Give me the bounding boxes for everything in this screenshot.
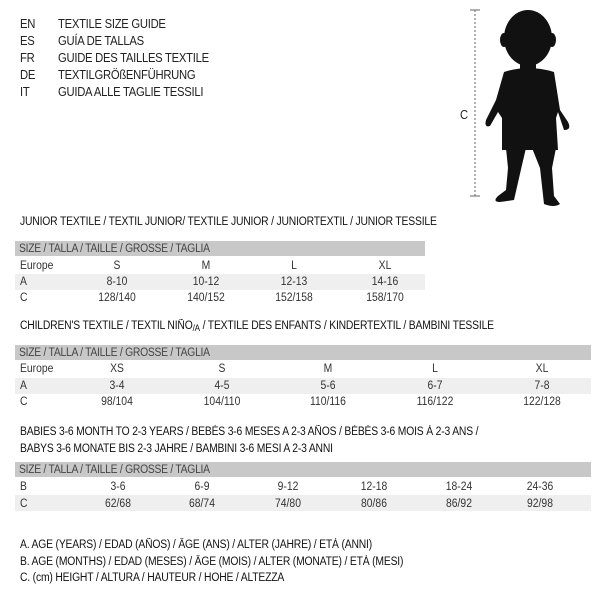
table-cell: 24-36	[526, 481, 554, 493]
table-cell: 3-6	[110, 481, 126, 493]
lang-title: GUIDE DES TAILLES TEXTILE	[58, 51, 209, 65]
size-header: SIZE / TALLA / TAILLE / GRÖSSE / TAGLIA	[19, 464, 210, 476]
legend-item-a: A. AGE (YEARS) / EDAD (AÑOS) / ÂGE (ANS)…	[20, 539, 372, 551]
lang-title: TEXTILE SIZE GUIDE	[58, 17, 166, 31]
table-cell: 5-6	[320, 380, 336, 392]
child-silhouette-icon	[470, 9, 570, 206]
table-cell: S	[113, 260, 121, 272]
table-cell: 74/80	[275, 498, 301, 510]
table-cell: 8-10	[106, 276, 128, 288]
table-cell: 98/104	[101, 396, 133, 408]
table-cell: 14-16	[371, 276, 399, 288]
size-header-band: SIZE / TALLA / TAILLE / GRÖSSE / TAGLIA	[15, 462, 591, 477]
table-cell: 158/170	[366, 292, 404, 304]
table-cell: 68/74	[189, 498, 215, 510]
section-title: CHILDREN'S TEXTILE / TEXTIL NIÑO/A / TEX…	[20, 320, 494, 333]
size-header-band: SIZE / TALLA / TAILLE / GRÖSSE / TAGLIA	[15, 241, 425, 256]
table-cell: 128/140	[98, 292, 136, 304]
table-cell: 86/92	[446, 498, 472, 510]
table-cell: 18-24	[445, 481, 473, 493]
row-label: Europe	[20, 260, 54, 272]
row-label: C	[20, 498, 28, 510]
table-cell: L	[291, 260, 297, 272]
legend-item-c: C. (cm) HEIGHT / ALTURA / HAUTEUR / HÖHE…	[20, 572, 285, 584]
row-shade	[15, 274, 425, 290]
table-cell: 104/110	[203, 396, 241, 408]
table-cell: 116/122	[416, 396, 454, 408]
lang-title: GUIDA ALLE TAGLIE TESSILI	[58, 85, 204, 99]
lang-code: DE	[20, 68, 36, 82]
lang-code: IT	[20, 85, 30, 99]
lang-code: FR	[20, 51, 35, 65]
lang-title: TEXTILGRÖßENFÜHRUNG	[58, 68, 196, 82]
table-cell: 10-12	[192, 276, 220, 288]
lang-code: EN	[20, 17, 36, 31]
table-cell: XL	[535, 363, 549, 375]
table-cell: 6-7	[427, 380, 443, 392]
row-label: A	[20, 276, 27, 288]
lang-code: ES	[20, 34, 35, 48]
row-label: C	[20, 292, 28, 304]
measure-label-c: C	[460, 108, 468, 122]
section-title-line1: BABIES 3-6 MONTH TO 2-3 YEARS / BEBÉS 3-…	[20, 426, 479, 438]
table-cell: M	[201, 260, 211, 272]
table-cell: S	[218, 363, 226, 375]
row-shade	[15, 495, 591, 511]
row-label: A	[20, 380, 27, 392]
table-cell: 62/68	[105, 498, 131, 510]
table-cell: 4-5	[214, 380, 230, 392]
table-cell: 122/128	[523, 396, 561, 408]
table-cell: 6-9	[194, 481, 210, 493]
row-label: C	[20, 396, 28, 408]
row-shade	[15, 378, 591, 394]
table-cell: M	[323, 363, 333, 375]
table-cell: 12-18	[360, 481, 388, 493]
table-cell: 152/158	[275, 292, 313, 304]
section-title: JUNIOR TEXTILE / TEXTIL JUNIOR/ TEXTILE …	[20, 216, 437, 228]
table-cell: 9-12	[277, 481, 299, 493]
table-cell: XL	[378, 260, 392, 272]
table-cell: 92/98	[527, 498, 553, 510]
table-cell: XS	[110, 363, 124, 375]
legend-item-b: B. AGE (MONTHS) / EDAD (MESES) / ÂGE (MO…	[20, 556, 404, 568]
table-cell: 7-8	[534, 380, 550, 392]
section-title-line2: BABYS 3-6 MONATE BIS 2-3 JAHRE / BAMBINI…	[20, 443, 333, 455]
table-cell: 80/86	[361, 498, 387, 510]
table-cell: 3-4	[109, 380, 125, 392]
row-label: B	[20, 481, 27, 493]
lang-title: GUÍA DE TALLAS	[58, 34, 144, 48]
table-cell: 140/152	[187, 292, 225, 304]
table-cell: 12-13	[280, 276, 308, 288]
size-header: SIZE / TALLA / TAILLE / GRÖSSE / TAGLIA	[19, 347, 210, 359]
size-header: SIZE / TALLA / TAILLE / GRÖSSE / TAGLIA	[19, 243, 210, 255]
row-label: Europe	[20, 363, 54, 375]
table-cell: 110/116	[310, 396, 346, 408]
size-header-band: SIZE / TALLA / TAILLE / GRÖSSE / TAGLIA	[15, 345, 591, 360]
table-cell: L	[432, 363, 438, 375]
